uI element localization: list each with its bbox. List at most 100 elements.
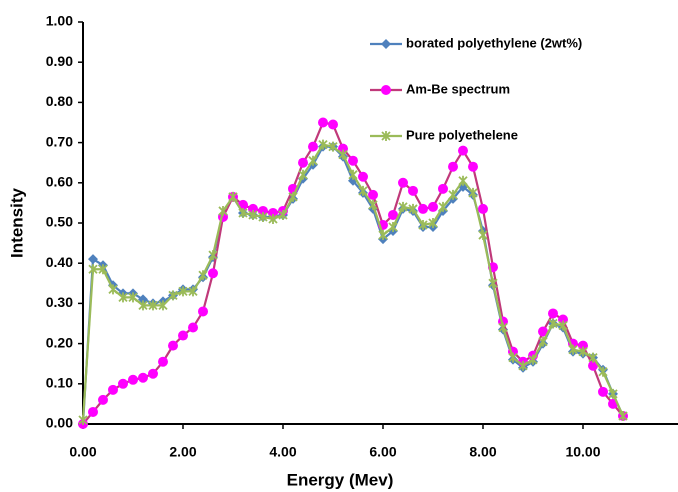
marker (238, 207, 248, 218)
marker (458, 175, 468, 186)
marker (548, 308, 558, 319)
marker (218, 205, 228, 216)
marker (348, 169, 358, 180)
marker (518, 360, 528, 371)
marker (78, 414, 88, 425)
marker (118, 378, 128, 389)
x-tick-label: 6.00 (369, 444, 396, 460)
marker (268, 213, 278, 224)
marker (538, 326, 548, 337)
marker (368, 189, 378, 200)
marker (298, 169, 308, 180)
legend-label: borated polyethylene (2wt%) (406, 35, 582, 50)
marker (358, 185, 368, 196)
marker (98, 394, 108, 405)
marker (208, 250, 218, 261)
marker (198, 270, 208, 281)
marker (88, 406, 98, 417)
marker (288, 191, 298, 202)
y-tick-label: 0.70 (46, 133, 73, 149)
marker (398, 201, 408, 212)
x-tick-label: 8.00 (469, 444, 496, 460)
marker (248, 209, 258, 220)
series-line (81, 145, 625, 425)
marker (458, 145, 468, 156)
legend-label: Pure polyethelene (406, 127, 518, 142)
marker (588, 352, 598, 363)
marker (568, 344, 578, 355)
x-tick-label: 4.00 (269, 444, 296, 460)
marker (398, 177, 408, 188)
marker (408, 203, 418, 214)
y-tick-label: 0.20 (46, 334, 73, 350)
marker (148, 300, 158, 311)
marker (128, 374, 138, 385)
marker (598, 366, 608, 377)
marker (108, 284, 118, 295)
legend-marker (381, 39, 391, 49)
marker (278, 209, 288, 220)
marker (488, 278, 498, 289)
marker (528, 354, 538, 365)
series-line (81, 143, 625, 421)
marker (538, 336, 548, 347)
marker (308, 141, 318, 152)
y-axis-label: Intensity (7, 188, 26, 258)
legend-marker (381, 85, 391, 95)
marker (388, 209, 398, 220)
marker (318, 117, 328, 128)
marker (408, 185, 418, 196)
x-tick-label: 10.00 (565, 444, 600, 460)
marker (228, 191, 238, 202)
marker (468, 187, 478, 198)
marker (158, 356, 168, 367)
y-tick-label: 0.30 (46, 294, 73, 310)
marker (428, 218, 438, 228)
marker (378, 230, 388, 241)
marker (338, 149, 348, 160)
marker (578, 346, 588, 357)
marker (138, 372, 148, 383)
marker (448, 189, 458, 200)
series-line (82, 121, 624, 425)
marker (478, 230, 488, 241)
marker (198, 306, 208, 317)
marker (128, 292, 138, 303)
marker (508, 352, 518, 363)
x-tick-label: 2.00 (169, 444, 196, 460)
marker (308, 155, 318, 166)
marker (498, 322, 508, 333)
x-axis-label: Energy (Mev) (287, 470, 394, 489)
marker (98, 264, 108, 275)
y-tick-label: 0.00 (46, 415, 73, 431)
legend-label: Am-Be spectrum (406, 81, 510, 96)
marker (138, 300, 148, 311)
marker (358, 171, 368, 182)
x-tick-label: 0.00 (69, 444, 96, 460)
marker (558, 320, 568, 331)
marker (388, 222, 398, 233)
marker (588, 360, 598, 371)
marker (618, 410, 628, 421)
marker (468, 161, 478, 172)
y-tick-label: 0.80 (46, 93, 73, 109)
marker (478, 203, 488, 214)
marker (348, 155, 358, 166)
y-tick-label: 0.10 (46, 375, 73, 391)
y-tick-label: 0.40 (46, 254, 73, 270)
marker (598, 386, 608, 397)
marker (448, 161, 458, 172)
marker (208, 268, 218, 279)
marker (328, 119, 338, 130)
marker (438, 201, 448, 212)
marker (188, 322, 198, 333)
marker (608, 388, 618, 399)
y-tick-label: 0.50 (46, 214, 73, 230)
y-tick-label: 0.60 (46, 174, 73, 190)
marker (108, 384, 118, 395)
marker (258, 211, 268, 222)
marker (328, 141, 338, 152)
marker (88, 264, 98, 275)
marker (548, 318, 558, 329)
